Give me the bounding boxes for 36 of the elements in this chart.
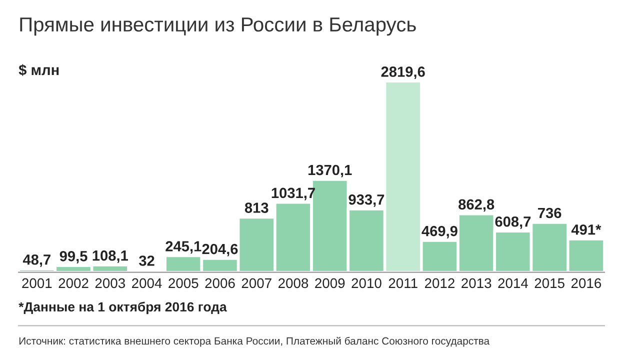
data-label: 108,1: [92, 250, 128, 263]
x-tick-label: 2009: [315, 278, 345, 288]
y-axis-title: $ млн: [18, 64, 59, 76]
data-label: 99,5: [60, 250, 88, 264]
x-tick-label: 2011: [388, 278, 418, 288]
data-label: 813: [244, 202, 268, 213]
x-tick-label: 2005: [168, 278, 198, 288]
x-tick-label: 2003: [95, 278, 125, 288]
text: *Данные на 1 октября 2016 года: [18, 302, 227, 314]
data-label: 1031,7: [272, 188, 315, 200]
x-tick-label: 2008: [278, 278, 308, 288]
data-label: 245,1: [166, 241, 202, 254]
x-tick-label: 2001: [22, 278, 52, 288]
x-tick-label: 2012: [424, 278, 454, 288]
x-tick-label: 2006: [205, 278, 235, 288]
data-label: 1370,1: [308, 164, 352, 178]
x-tick-label: 2014: [498, 278, 528, 288]
x-tick-label: 2007: [242, 278, 272, 288]
text: Источник: статистика внешнего сектора Банка России, Платежный баланс Союзного государства: [19, 336, 490, 347]
data-label: 736: [538, 208, 562, 218]
data-label: 2819,6: [381, 66, 425, 79]
data-label: 32: [138, 256, 154, 266]
chart-title: Прямые инвестиции из России в Беларусь: [20, 18, 416, 36]
data-label: 204,6: [202, 244, 238, 256]
data-label: 608,7: [495, 216, 531, 229]
x-tick-label: 2015: [534, 278, 564, 288]
x-tick-label: 2004: [132, 278, 162, 288]
x-tick-label: 2016: [571, 278, 602, 288]
x-tick-label: 2010: [352, 278, 382, 288]
data-label: 469,9: [422, 226, 458, 238]
x-tick-label: 2013: [462, 278, 492, 288]
data-label: 862,8: [458, 199, 494, 212]
data-label: 48,7: [22, 254, 50, 267]
data-label: 933,7: [348, 194, 384, 207]
x-tick-label: 2002: [58, 278, 88, 288]
data-label: 491*: [571, 224, 602, 235]
